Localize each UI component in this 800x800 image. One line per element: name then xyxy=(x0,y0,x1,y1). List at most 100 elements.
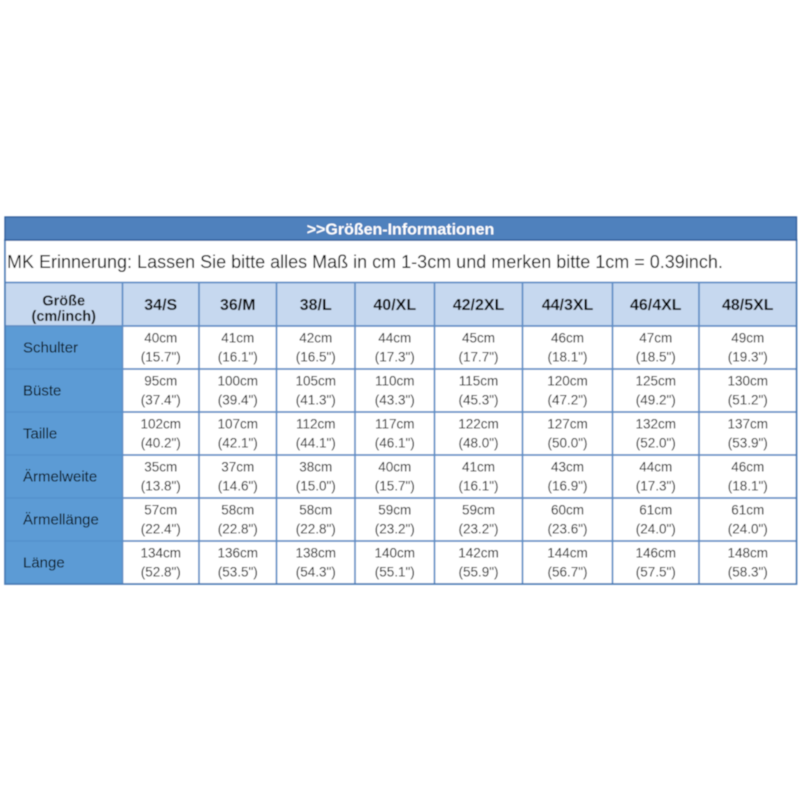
svg-text:Büste: Büste xyxy=(23,383,61,400)
svg-text:Taille: Taille xyxy=(23,426,57,443)
svg-text:137cm: 137cm xyxy=(727,416,768,431)
svg-text:(55.9"): (55.9") xyxy=(458,564,498,579)
svg-text:(18.5"): (18.5") xyxy=(636,349,676,364)
svg-text:(42.1"): (42.1") xyxy=(218,435,258,450)
svg-text:146cm: 146cm xyxy=(635,545,676,560)
svg-text:(52.8"): (52.8") xyxy=(141,564,181,579)
svg-text:(16.1"): (16.1") xyxy=(458,478,498,493)
svg-text:(46.1"): (46.1") xyxy=(375,435,415,450)
svg-text:Schulter: Schulter xyxy=(23,340,78,357)
svg-text:58cm: 58cm xyxy=(221,502,254,517)
svg-text:(45.3"): (45.3") xyxy=(458,392,498,407)
svg-text:42/2XL: 42/2XL xyxy=(453,297,505,314)
svg-text:43cm: 43cm xyxy=(551,459,584,474)
svg-text:(53.9"): (53.9") xyxy=(728,435,768,450)
svg-text:Ärmellänge: Ärmellänge xyxy=(23,512,99,529)
svg-text:102cm: 102cm xyxy=(140,416,181,431)
svg-text:(39.4"): (39.4") xyxy=(218,392,258,407)
svg-text:41cm: 41cm xyxy=(221,330,254,345)
svg-text:37cm: 37cm xyxy=(221,459,254,474)
svg-text:144cm: 144cm xyxy=(547,545,588,560)
svg-text:(cm/inch): (cm/inch) xyxy=(32,309,97,325)
svg-text:(18.1"): (18.1") xyxy=(728,478,768,493)
svg-text:40/XL: 40/XL xyxy=(373,297,416,314)
svg-text:38/L: 38/L xyxy=(300,297,332,314)
svg-text:40cm: 40cm xyxy=(378,459,411,474)
svg-text:47cm: 47cm xyxy=(639,330,672,345)
svg-text:127cm: 127cm xyxy=(547,416,588,431)
svg-text:(16.1"): (16.1") xyxy=(218,349,258,364)
svg-text:Größe: Größe xyxy=(42,294,85,310)
svg-text:(43.3"): (43.3") xyxy=(375,392,415,407)
svg-text:(53.5"): (53.5") xyxy=(218,564,258,579)
svg-text:110cm: 110cm xyxy=(375,373,415,388)
svg-text:>>Größen-Informationen: >>Größen-Informationen xyxy=(307,222,495,239)
svg-text:112cm: 112cm xyxy=(296,416,336,431)
svg-text:(15.0"): (15.0") xyxy=(296,478,336,493)
svg-text:44/3XL: 44/3XL xyxy=(542,297,594,314)
svg-text:(23.2"): (23.2") xyxy=(458,521,498,536)
svg-text:34/S: 34/S xyxy=(144,297,177,314)
svg-text:(16.9"): (16.9") xyxy=(547,478,587,493)
svg-text:(19.3"): (19.3") xyxy=(728,349,768,364)
svg-text:(49.2"): (49.2") xyxy=(636,392,676,407)
svg-text:130cm: 130cm xyxy=(727,373,768,388)
svg-text:(56.7"): (56.7") xyxy=(547,564,587,579)
svg-text:(15.7"): (15.7") xyxy=(375,478,415,493)
svg-text:105cm: 105cm xyxy=(295,373,336,388)
svg-text:57cm: 57cm xyxy=(144,502,177,517)
svg-text:125cm: 125cm xyxy=(635,373,676,388)
svg-text:(23.2"): (23.2") xyxy=(375,521,415,536)
svg-text:(22.8"): (22.8") xyxy=(296,521,336,536)
svg-text:(18.1"): (18.1") xyxy=(547,349,587,364)
svg-text:122cm: 122cm xyxy=(458,416,499,431)
svg-text:42cm: 42cm xyxy=(299,330,332,345)
svg-text:(52.0"): (52.0") xyxy=(636,435,676,450)
svg-text:61cm: 61cm xyxy=(731,502,764,517)
svg-text:36/M: 36/M xyxy=(220,297,256,314)
svg-text:59cm: 59cm xyxy=(462,502,495,517)
svg-text:(17.3"): (17.3") xyxy=(636,478,676,493)
svg-text:95cm: 95cm xyxy=(144,373,177,388)
svg-text:41cm: 41cm xyxy=(462,459,495,474)
svg-text:132cm: 132cm xyxy=(635,416,676,431)
svg-text:(47.2"): (47.2") xyxy=(547,392,587,407)
svg-text:(54.3"): (54.3") xyxy=(296,564,336,579)
svg-text:(24.0"): (24.0") xyxy=(636,521,676,536)
svg-text:(40.2"): (40.2") xyxy=(141,435,181,450)
svg-text:58cm: 58cm xyxy=(299,502,332,517)
svg-text:61cm: 61cm xyxy=(639,502,672,517)
svg-text:117cm: 117cm xyxy=(375,416,415,431)
svg-text:138cm: 138cm xyxy=(295,545,336,560)
svg-text:(14.6"): (14.6") xyxy=(218,478,258,493)
svg-text:38cm: 38cm xyxy=(299,459,332,474)
svg-text:(24.0"): (24.0") xyxy=(728,521,768,536)
svg-text:(50.0"): (50.0") xyxy=(547,435,587,450)
svg-text:(55.1"): (55.1") xyxy=(375,564,415,579)
svg-text:Ärmelweite: Ärmelweite xyxy=(23,469,97,486)
svg-text:60cm: 60cm xyxy=(551,502,584,517)
svg-text:(13.8"): (13.8") xyxy=(141,478,181,493)
svg-text:(17.7"): (17.7") xyxy=(458,349,498,364)
svg-text:46cm: 46cm xyxy=(731,459,764,474)
svg-text:(15.7"): (15.7") xyxy=(141,349,181,364)
svg-text:(17.3"): (17.3") xyxy=(375,349,415,364)
svg-text:44cm: 44cm xyxy=(639,459,672,474)
svg-text:(51.2"): (51.2") xyxy=(728,392,768,407)
svg-text:136cm: 136cm xyxy=(217,545,258,560)
svg-text:MK Erinnerung: Lassen Sie bitt: MK Erinnerung: Lassen Sie bitte alles Ma… xyxy=(7,252,723,272)
svg-text:40cm: 40cm xyxy=(144,330,177,345)
svg-text:(22.8"): (22.8") xyxy=(218,521,258,536)
svg-text:100cm: 100cm xyxy=(217,373,258,388)
svg-text:(37.4"): (37.4") xyxy=(141,392,181,407)
svg-text:107cm: 107cm xyxy=(217,416,258,431)
svg-text:49cm: 49cm xyxy=(731,330,764,345)
svg-text:(16.5"): (16.5") xyxy=(296,349,336,364)
svg-text:46cm: 46cm xyxy=(551,330,584,345)
svg-text:44cm: 44cm xyxy=(378,330,411,345)
svg-text:115cm: 115cm xyxy=(459,373,499,388)
svg-text:148cm: 148cm xyxy=(727,545,768,560)
svg-text:Länge: Länge xyxy=(23,555,65,572)
svg-text:59cm: 59cm xyxy=(378,502,411,517)
svg-text:(57.5"): (57.5") xyxy=(636,564,676,579)
